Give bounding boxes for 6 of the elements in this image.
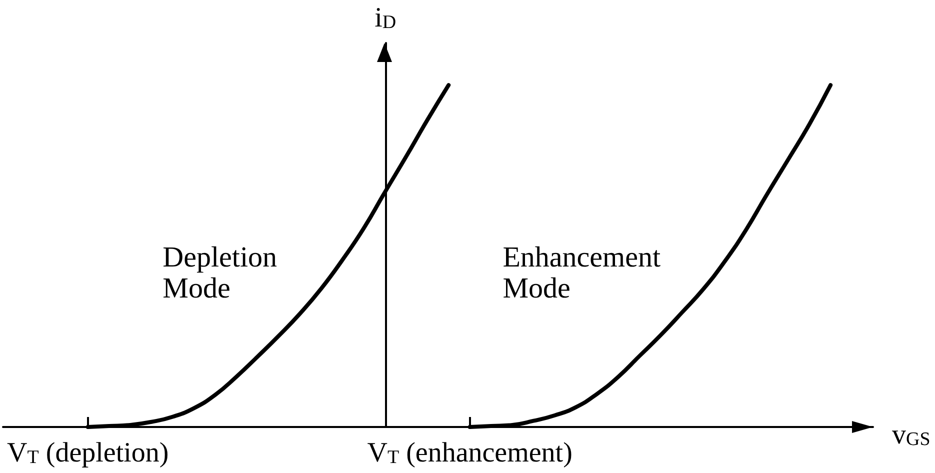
- x-tick-label: VT (depletion): [7, 438, 169, 468]
- x-axis-title: vGS: [892, 420, 930, 450]
- series-label: Depletion Mode: [162, 242, 278, 305]
- x-tick-label: VT (enhancement): [367, 438, 572, 468]
- series-label: Enhancement Mode: [502, 242, 661, 305]
- y-axis-title: iD: [374, 2, 396, 34]
